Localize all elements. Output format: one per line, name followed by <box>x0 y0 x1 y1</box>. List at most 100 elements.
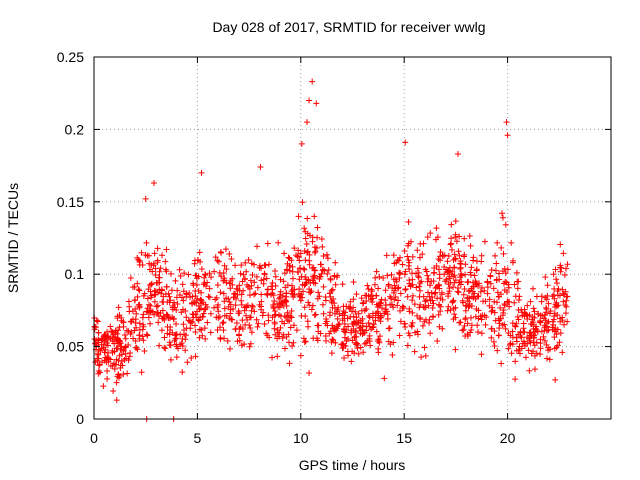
data-point <box>365 312 372 319</box>
data-point <box>135 286 142 293</box>
data-point <box>538 293 545 300</box>
data-point <box>526 367 533 374</box>
data-point <box>432 236 439 243</box>
data-point <box>480 298 487 305</box>
data-point <box>504 132 511 139</box>
data-point <box>217 334 224 341</box>
data-point <box>140 323 147 330</box>
data-point <box>561 271 568 278</box>
data-point <box>454 284 461 291</box>
y-tick-label: 0 <box>76 411 84 427</box>
data-point <box>248 329 255 336</box>
data-point <box>359 300 366 307</box>
data-point <box>384 315 391 322</box>
data-point <box>462 307 469 314</box>
data-point <box>425 302 432 309</box>
data-point <box>182 347 189 354</box>
data-point <box>435 311 442 318</box>
data-point <box>527 298 534 305</box>
data-point <box>423 268 430 275</box>
data-point <box>195 273 202 280</box>
data-point <box>359 320 366 327</box>
data-point <box>238 291 245 298</box>
data-point <box>158 290 165 297</box>
data-point <box>460 291 467 298</box>
data-point <box>265 261 272 268</box>
data-point <box>561 291 568 298</box>
data-point <box>224 337 231 344</box>
plot-frame <box>93 56 612 420</box>
data-point <box>562 265 569 272</box>
data-point <box>226 280 233 287</box>
data-point <box>522 354 529 361</box>
data-point <box>363 298 370 305</box>
data-point <box>154 302 161 309</box>
data-point <box>161 344 168 351</box>
data-point <box>415 274 422 281</box>
data-point <box>373 328 380 335</box>
y-axis-label: SRMTID / TECUs <box>5 183 21 293</box>
data-point <box>553 331 560 338</box>
data-point <box>198 169 205 176</box>
data-point <box>258 291 265 298</box>
data-point <box>323 251 330 258</box>
data-point <box>279 292 286 299</box>
data-point <box>154 245 161 252</box>
data-point <box>513 334 520 341</box>
data-point <box>158 286 165 293</box>
data-point <box>291 286 298 293</box>
data-point <box>261 262 268 269</box>
data-point <box>514 285 521 292</box>
data-point <box>509 259 516 266</box>
data-point <box>562 310 569 317</box>
data-point <box>251 279 258 286</box>
data-point <box>350 326 357 333</box>
data-point <box>306 251 313 258</box>
data-point <box>302 228 309 235</box>
data-point <box>312 311 319 318</box>
data-point <box>399 303 406 310</box>
data-point <box>417 280 424 287</box>
data-point <box>514 313 521 320</box>
data-point <box>377 318 384 325</box>
data-point <box>223 295 230 302</box>
data-point <box>473 281 480 288</box>
data-point <box>447 241 454 248</box>
data-point <box>158 327 165 334</box>
data-point <box>452 256 459 263</box>
data-point <box>448 240 455 247</box>
y-tick-label: 0.2 <box>65 121 85 137</box>
data-point <box>556 292 563 299</box>
data-point <box>429 304 436 311</box>
data-point <box>214 281 221 288</box>
data-point <box>537 345 544 352</box>
data-point <box>405 219 412 226</box>
data-point <box>96 361 103 368</box>
data-point <box>172 277 179 284</box>
x-axis-label: GPS time / hours <box>299 457 406 473</box>
data-point <box>464 332 471 339</box>
data-point <box>173 343 180 350</box>
data-point <box>456 319 463 326</box>
data-point <box>435 255 442 262</box>
data-point <box>320 283 327 290</box>
data-point <box>172 331 179 338</box>
y-tick-label: 0.25 <box>57 49 84 65</box>
data-point <box>424 278 431 285</box>
data-point <box>493 299 500 306</box>
data-point <box>152 291 159 298</box>
data-point <box>214 257 221 264</box>
data-point <box>129 308 136 315</box>
data-point <box>328 338 335 345</box>
data-point <box>478 252 485 259</box>
data-point <box>451 251 458 258</box>
data-point <box>501 265 508 272</box>
data-point <box>136 287 143 294</box>
data-point <box>494 289 501 296</box>
data-point <box>512 293 519 300</box>
data-point <box>275 239 282 246</box>
data-point <box>229 281 236 288</box>
chart-title: Day 028 of 2017, SRMTID for receiver wwl… <box>212 19 485 35</box>
data-point <box>414 265 421 272</box>
data-point <box>331 310 338 317</box>
